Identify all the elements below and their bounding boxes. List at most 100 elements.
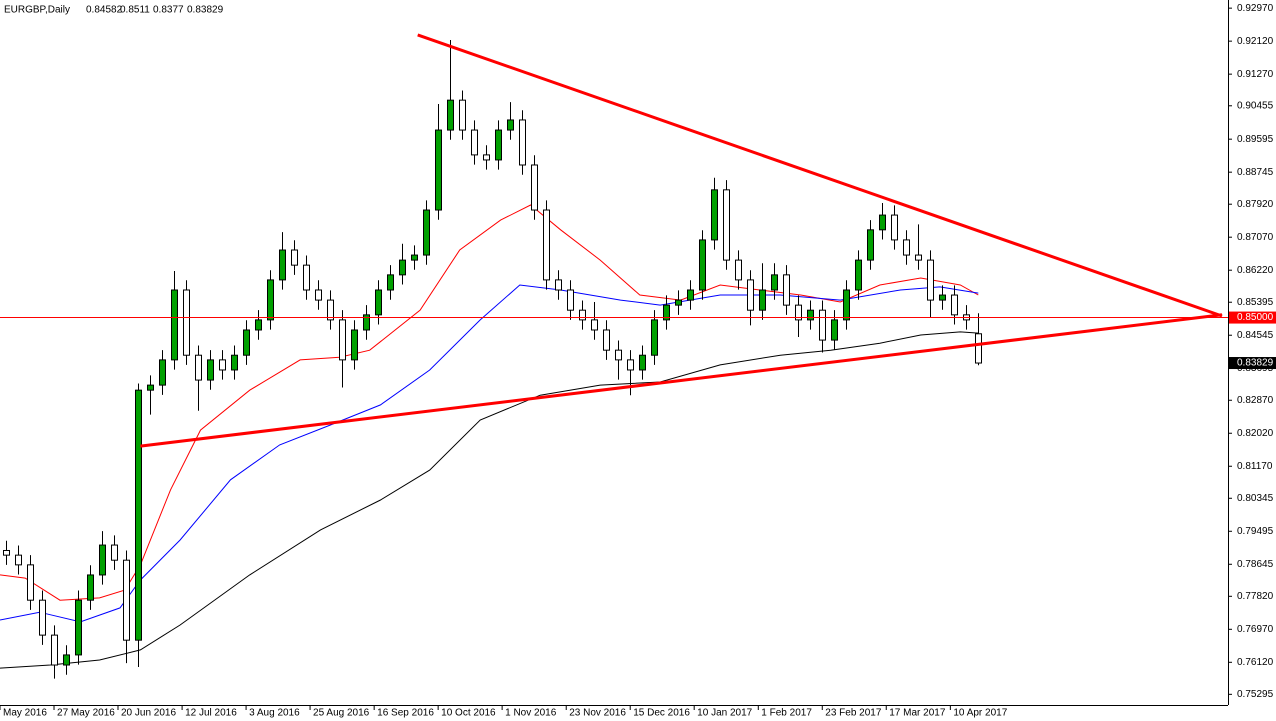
trendline [417, 33, 1223, 318]
ohlc-low: 0.8377 [153, 5, 184, 16]
candle-body [363, 314, 370, 331]
candle-body [915, 254, 922, 261]
candle-body [339, 319, 346, 361]
candle-body [903, 239, 910, 256]
candle-body [663, 304, 670, 321]
candle-body [615, 349, 622, 361]
candle-body [147, 384, 154, 391]
x-tick-label: 17 Mar 2017 [889, 708, 946, 719]
y-tick-label: 0.75295 [1237, 689, 1274, 700]
y-tick-label: 0.78645 [1237, 559, 1274, 570]
candle-body [267, 279, 274, 321]
x-tick-label: 12 Jul 2016 [185, 708, 237, 719]
candle-body [411, 254, 418, 261]
y-tick-label: 0.76970 [1237, 624, 1274, 635]
candle-body [783, 274, 790, 306]
candle-body [483, 154, 490, 161]
candle-body [471, 129, 478, 156]
x-tick-label: 16 Sep 2016 [377, 708, 434, 719]
x-tick-label: 10 Apr 2017 [953, 708, 1007, 719]
y-tick-label: 0.88745 [1237, 167, 1274, 178]
candle-body [579, 309, 586, 321]
level-label: 0.85000 [1237, 312, 1274, 323]
candle-body [975, 333, 982, 364]
x-tick-label: 10 Jan 2017 [697, 708, 752, 719]
candle-body [3, 549, 10, 556]
candle-body [207, 359, 214, 381]
candle-body [795, 304, 802, 321]
candle-body [495, 129, 502, 161]
candle-body [87, 574, 94, 601]
candle-body [651, 319, 658, 356]
y-tick-label: 0.91270 [1237, 69, 1274, 80]
candle-body [63, 654, 70, 666]
candle-body [771, 274, 778, 291]
candle-body [723, 189, 730, 261]
candle-body [819, 309, 826, 341]
candle-body [603, 329, 610, 351]
x-tick-label: May 2016 [3, 708, 47, 719]
candle-body [351, 329, 358, 361]
chart-title: EURGBP,Daily [4, 5, 70, 16]
candle-body [39, 599, 46, 636]
x-tick-label: 20 Jun 2016 [121, 708, 176, 719]
candle-body [591, 319, 598, 331]
candle-body [75, 599, 82, 656]
candle-body [735, 259, 742, 281]
ohlc-open: 0.84582 [86, 5, 123, 16]
y-tick-label: 0.79495 [1237, 526, 1274, 537]
candle-body [219, 359, 226, 371]
candle-body [375, 289, 382, 316]
candle-body [867, 229, 874, 261]
y-tick-label: 0.90455 [1237, 100, 1274, 111]
y-tick-label: 0.87920 [1237, 199, 1274, 210]
candle-body [195, 354, 202, 381]
candle-body [747, 279, 754, 311]
candle-body [807, 309, 814, 321]
candle-body [675, 299, 682, 306]
x-tick-label: 27 May 2016 [57, 708, 115, 719]
y-tick-label: 0.77820 [1237, 591, 1274, 602]
candle-body [315, 289, 322, 301]
candle-body [939, 294, 946, 301]
candle-body [843, 289, 850, 321]
x-tick-label: 23 Nov 2016 [569, 708, 626, 719]
candle-body [459, 99, 466, 131]
y-tick-label: 0.92120 [1237, 36, 1274, 47]
candle-body [855, 259, 862, 291]
candle-body [327, 299, 334, 321]
x-tick-label: 10 Oct 2016 [441, 708, 496, 719]
y-tick-label: 0.81170 [1237, 461, 1273, 472]
candle-body [171, 289, 178, 361]
x-tick-label: 1 Nov 2016 [505, 708, 557, 719]
x-tick-label: 1 Feb 2017 [761, 708, 812, 719]
candle-body [279, 249, 286, 281]
candle-body [627, 359, 634, 371]
moving-average [0, 284, 979, 623]
candle-body [135, 389, 142, 641]
candle-body [831, 319, 838, 341]
candle-body [519, 119, 526, 166]
candle-body [507, 119, 514, 131]
y-tick-label: 0.92970 [1237, 3, 1274, 14]
candle-body [291, 249, 298, 266]
candle-body [687, 289, 694, 301]
y-tick-label: 0.76120 [1237, 657, 1274, 668]
moving-average [0, 331, 979, 669]
ohlc-high: 0.8511 [120, 5, 150, 16]
y-tick-label: 0.89595 [1237, 134, 1274, 145]
candle-body [303, 264, 310, 291]
candle-body [99, 544, 106, 576]
y-tick-label: 0.87070 [1237, 232, 1274, 243]
candle-body [123, 559, 130, 641]
candle-body [243, 329, 250, 356]
candle-body [711, 189, 718, 241]
last-price-label: 0.83829 [1237, 358, 1274, 369]
candle-body [699, 239, 706, 291]
candle-body [111, 544, 118, 561]
candle-body [183, 289, 190, 356]
candle-body [927, 259, 934, 301]
